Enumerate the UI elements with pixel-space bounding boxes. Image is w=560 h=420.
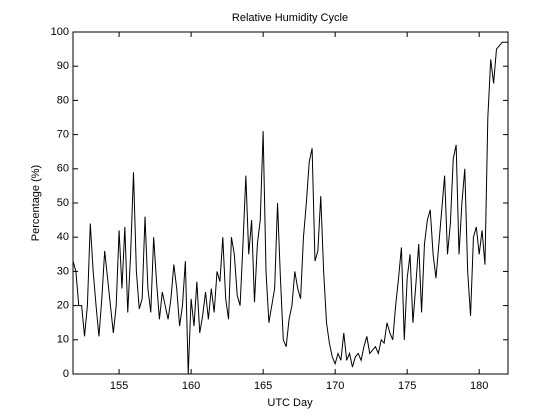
x-tick-label: 160	[182, 380, 200, 392]
x-tick-label: 155	[110, 380, 128, 392]
y-axis-label: Percentage (%)	[30, 165, 42, 241]
y-tick-label: 0	[63, 368, 69, 380]
x-axis-label: UTC Day	[267, 397, 313, 409]
data-line	[72, 41, 508, 375]
x-tick-label: 175	[398, 380, 416, 392]
y-tick-label: 60	[57, 163, 69, 175]
y-tick-label: 30	[57, 265, 69, 277]
y-tick-label: 100	[51, 26, 69, 38]
x-tick-label: 170	[326, 380, 344, 392]
chart-title: Relative Humidity Cycle	[232, 12, 348, 24]
y-tick-label: 10	[57, 334, 69, 346]
x-tick-label: 180	[470, 380, 488, 392]
y-tick-label: 80	[57, 94, 69, 106]
y-tick-label: 90	[57, 60, 69, 72]
y-tick-label: 40	[57, 231, 69, 243]
x-tick-label: 165	[254, 380, 272, 392]
y-tick-label: 20	[57, 300, 69, 312]
y-tick-label: 50	[57, 197, 69, 209]
plot-frame	[72, 31, 509, 375]
y-tick-label: 70	[57, 129, 69, 141]
